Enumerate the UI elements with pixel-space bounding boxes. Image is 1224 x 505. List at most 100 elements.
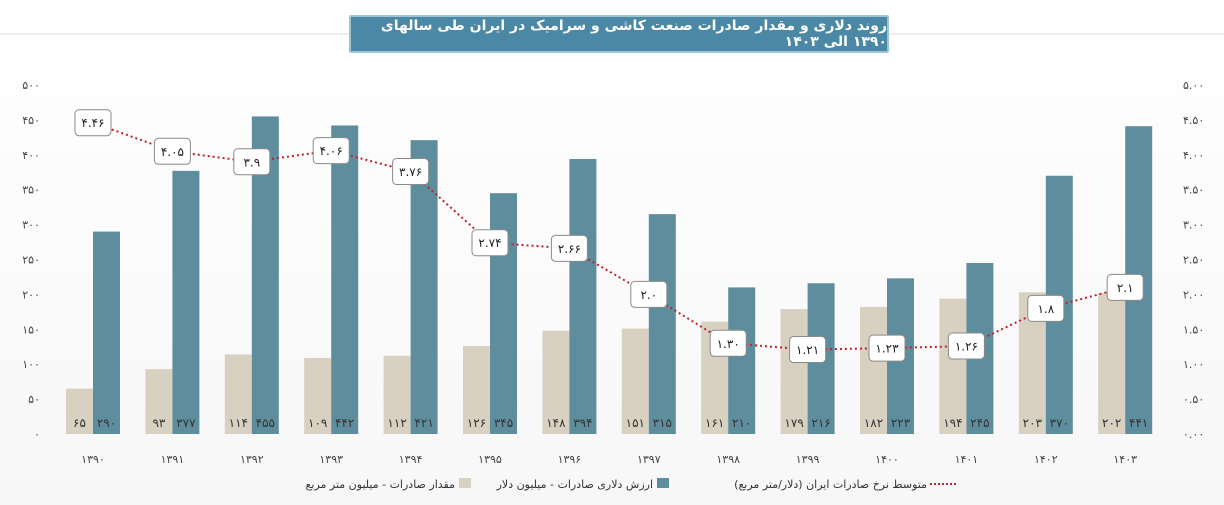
quantity-bar [304,357,332,434]
x-axis-tick: ۱۴۰۲ [1034,453,1058,466]
quantity-bar [1098,293,1126,434]
rate-label: ۲.۷۴ [478,236,501,250]
quantity-bar [780,309,808,434]
rate-label: ۳.۹ [243,155,260,169]
quantity-bar-label: ۲۰۳ [1023,416,1043,430]
right-axis-tick: ۳.۵۰ [1183,184,1204,197]
value-bar-label: ۴۵۵ [256,416,275,430]
value-bar [648,214,676,434]
left-axis-tick: ۱۵۰ [22,323,40,336]
right-axis-tick: ۲.۵۰ [1183,254,1204,267]
value-bar-label: ۲۱۰ [732,416,751,430]
legend-label-rate: متوسط نرخ صادرات ایران (دلار/متر مربع) [734,478,927,491]
x-axis-tick: ۱۳۹۶ [558,453,582,466]
left-axis-tick: ۳۵۰ [22,184,40,197]
right-axis-tick: ۰.۰۰ [1183,428,1204,441]
value-bar [569,158,597,434]
quantity-bar-label: ۱۴۸ [546,416,566,430]
quantity-bar-label: ۱۸۲ [864,416,883,430]
rate-label-box [74,109,112,137]
quantity-bar [463,346,490,434]
rate-label: ۲.۰ [640,288,657,302]
x-axis-tick: ۱۳۹۸ [716,453,740,466]
rate-label-box [630,280,668,308]
value-bar-label: ۳۴۵ [494,416,513,430]
quantity-bar [621,328,649,434]
x-axis-tick: ۱۳۹۲ [240,453,264,466]
right-axis-tick: ۲.۰۰ [1183,288,1204,301]
x-axis-tick: ۱۴۰۱ [955,453,979,466]
value-bar-label: ۳۹۴ [573,416,592,430]
value-bar-label: ۲۹۰ [97,416,116,430]
x-axis-tick: ۱۳۹۴ [399,453,423,466]
right-axis-tick: ۰.۵۰ [1183,393,1204,406]
rate-label: ۴.۰۶ [320,144,343,158]
value-bar-label: ۲۱۶ [811,416,830,430]
left-axis-tick: ۵۰۰ [22,79,40,92]
legend-swatch-quantity [459,478,471,488]
left-axis-tick: ۲۰۰ [22,288,40,301]
value-bar [331,125,359,434]
quantity-bar-label: ۱۲۶ [467,416,486,430]
rate-label-box [471,229,509,257]
quantity-bar [542,330,570,434]
value-bar-label: ۳۷۷ [176,416,196,430]
left-axis-tick: ۵۰ [28,393,40,406]
rate-label-box [153,137,191,165]
quantity-bar [145,369,173,434]
left-axis-tick: ۳۰۰ [22,219,40,232]
rate-label-box [312,137,350,165]
rate-label-box [550,234,588,262]
value-bar [410,140,438,434]
quantity-bar-label: ۱۱۴ [229,416,248,430]
quantity-bar-label: ۱۶۱ [705,416,724,430]
right-axis-tick: ۵.۰۰ [1183,79,1204,92]
x-axis-tick: ۱۳۹۷ [637,453,661,466]
right-axis-tick: ۱.۵۰ [1183,323,1204,336]
value-bar-label: ۲۲۳ [891,416,911,430]
quantity-bar-label: ۱۰۹ [308,416,327,430]
right-axis-tick: ۴.۰۰ [1183,149,1204,162]
rate-label: ۴.۴۶ [81,116,104,130]
quantity-bar-label: ۲۰۲ [1102,416,1121,430]
value-bar-label: ۳۷۰ [1050,416,1069,430]
quantity-bar-label: ۱۵۱ [626,416,645,430]
right-axis-tick: ۱.۰۰ [1183,358,1204,371]
x-axis-tick: ۱۴۰۰ [875,453,899,466]
x-axis-tick: ۱۳۹۱ [161,453,185,466]
quantity-bar-label: ۱۷۹ [784,416,803,430]
left-axis-tick: ۴۰۰ [22,149,40,162]
rate-label: ۲.۱ [1117,281,1134,295]
rate-label: ۲.۶۶ [558,242,581,256]
rate-label-box [1027,294,1065,322]
quantity-bar [66,388,93,434]
quantity-bar-label: ۱۱۲ [387,416,406,430]
legend-swatch-value [657,478,669,488]
legend-label-quantity: مقدار صادرات - میلیون متر مربع [306,478,456,491]
value-bar [172,170,200,434]
rate-label: ۳.۷۶ [399,165,422,179]
quantity-bar [383,355,411,434]
value-bar-label: ۴۴۱ [1129,416,1148,430]
quantity-bar [860,306,887,434]
left-axis-tick: ۲۵۰ [22,254,40,267]
rate-label-box [789,336,827,364]
rate-label: ۱.۲۳ [875,342,899,356]
rate-label: ۱.۳۰ [717,337,740,351]
rate-label-box [868,334,906,362]
quantity-bar [939,298,967,434]
chart-title: روند دلاری و مقدار صادرات صنعت کاشی و سر… [349,15,889,53]
quantity-bar-label: ۶۵ [73,416,86,430]
rate-label: ۱.۲۱ [796,343,819,357]
rate-label: ۱.۸ [1037,302,1054,316]
rate-label: ۴.۰۵ [161,145,184,159]
value-bar-label: ۳۱۵ [653,416,672,430]
quantity-bar [224,354,252,434]
value-bar-label: ۲۴۵ [970,416,989,430]
rate-label-box [1106,273,1144,301]
x-axis-tick: ۱۴۰۳ [1113,453,1137,466]
left-axis-tick: ۰ [34,428,40,441]
quantity-bar-label: ۹۳ [152,416,165,430]
